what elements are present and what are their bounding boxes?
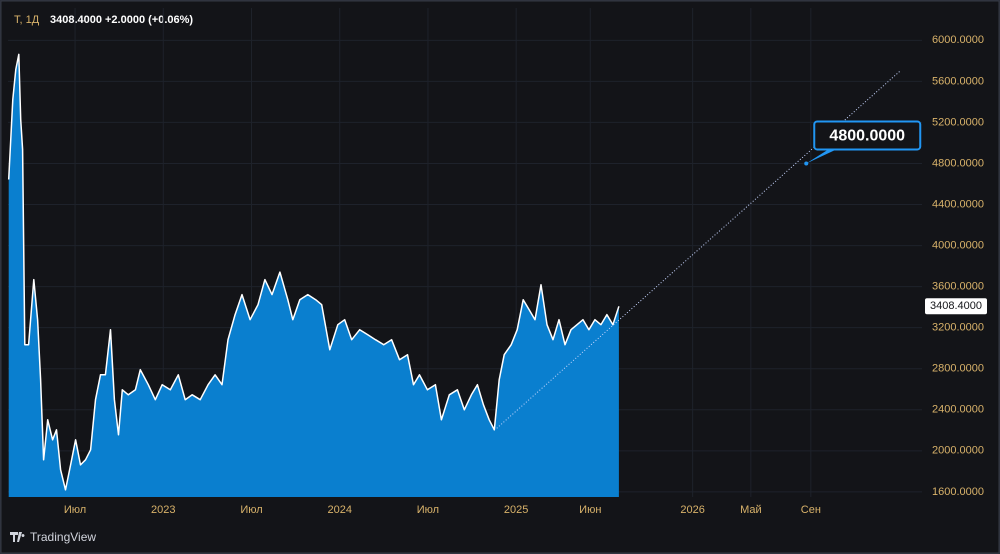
annotation-box (813, 120, 922, 151)
y-tick-label: 4800.0000 (932, 157, 984, 169)
header-change: +2.0000 (+0.06%) (105, 14, 193, 26)
brand: TradingView (30, 530, 96, 544)
annotation-pointer (806, 149, 837, 164)
x-tick-label: Июл (417, 504, 439, 516)
x-tick-label: Сен (801, 504, 821, 516)
y-tick-label: 1600.0000 (932, 486, 984, 498)
x-tick-label: 2025 (504, 504, 528, 516)
x-tick-label: 2023 (151, 504, 175, 516)
y-tick-label: 6000.0000 (932, 34, 984, 46)
price-line (7, 53, 620, 491)
x-tick-label: Июл (240, 504, 262, 516)
x-tick-label: 2026 (680, 504, 704, 516)
y-tick-label: 3600.0000 (932, 281, 984, 293)
y-tick-label: 2400.0000 (932, 404, 984, 416)
y-tick-label: 2800.0000 (932, 363, 984, 375)
last-price-tag (925, 298, 987, 315)
x-tick-label: Май (740, 504, 762, 516)
y-tick-label: 5600.0000 (932, 75, 984, 87)
y-tick-label: 5200.0000 (932, 116, 984, 128)
x-tick-label: 2024 (327, 504, 351, 516)
x-tick-label: Июн (579, 504, 601, 516)
area (8, 54, 619, 498)
y-tick-label: 4400.0000 (932, 198, 984, 210)
brand-logo (10, 532, 25, 542)
annotation-label: 4800.0000 (829, 128, 905, 145)
last-price-label: 3408.4000 (930, 300, 982, 312)
header-price: 3408.4000 (50, 14, 102, 26)
y-tick-label: 4000.0000 (932, 239, 984, 251)
y-tick-label: 3200.0000 (932, 322, 984, 334)
x-tick-label: Июл (64, 504, 86, 516)
symbol: T, 1Д (14, 14, 40, 26)
y-tick-label: 2000.0000 (932, 445, 984, 457)
